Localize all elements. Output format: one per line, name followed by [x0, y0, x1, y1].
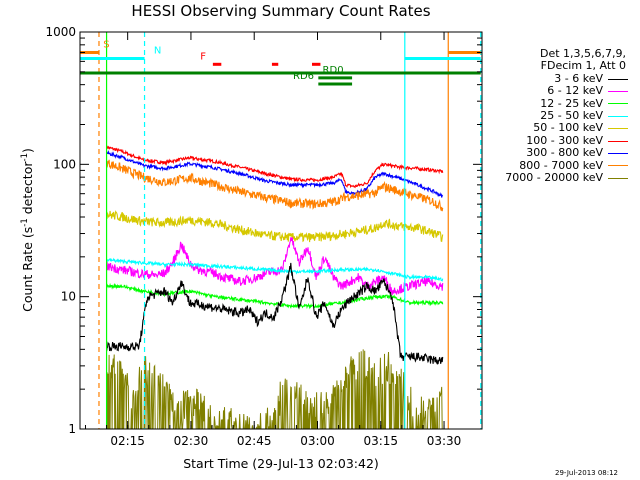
series-line-4	[106, 210, 444, 243]
x-tick-label-5: 03:15	[363, 434, 398, 448]
y-tick-label-1: 1	[68, 422, 76, 436]
legend-swatch	[608, 103, 628, 105]
x-tick-label-6: 03:30	[427, 434, 462, 448]
y-tick-label-3: 100	[53, 157, 76, 171]
legend-entry-8: 800 - 7000 keV	[478, 158, 628, 172]
chart-title: HESSI Observing Summary Count Rates	[131, 2, 431, 20]
legend-swatch	[608, 165, 628, 167]
legend-label: 300 - 800 keV	[526, 146, 603, 160]
legend-label: 800 - 7000 keV	[519, 158, 603, 172]
flag-label-6: RD6	[293, 71, 314, 82]
marker-lines	[98, 32, 482, 429]
legend-swatch	[608, 90, 628, 92]
flag-label-3: F	[200, 51, 206, 62]
legend-label: 100 - 300 keV	[526, 133, 603, 147]
x-tick-label-4: 03:00	[300, 434, 335, 448]
legend-entry-7: 300 - 800 keV	[478, 146, 628, 160]
legend-label: 3 - 6 keV	[554, 71, 603, 85]
x-tick-label-3: 02:45	[237, 434, 272, 448]
x-tick-label-2: 02:30	[174, 434, 209, 448]
legend-swatch	[608, 177, 628, 179]
y-axis-label: Count Rate (s-1 detector-1)	[20, 148, 35, 312]
series-line-5	[106, 237, 444, 296]
legend-swatch	[608, 128, 628, 130]
legend-label: 12 - 25 keV	[540, 96, 603, 110]
flag-label-5: RD0	[323, 65, 344, 76]
x-tick-label-1: 02:15	[110, 434, 145, 448]
series-line-3	[106, 159, 444, 212]
legend-swatch	[608, 78, 628, 80]
series-line-1	[106, 145, 444, 189]
legend-label: 25 - 50 keV	[540, 109, 603, 123]
flag-label-1: S	[103, 39, 109, 50]
series-layer	[106, 145, 444, 429]
legend-label: 6 - 12 keV	[547, 84, 603, 98]
series-line-8	[106, 262, 444, 365]
legend-entry-2: 6 - 12 keV	[478, 84, 628, 98]
legend-label: 50 - 100 keV	[533, 121, 603, 135]
plot-frame	[79, 31, 483, 430]
series-line-6	[106, 257, 444, 282]
flag-bars: S N F RD0 RD6	[80, 39, 481, 86]
legend-label: 7000 - 20000 keV	[505, 171, 603, 185]
legend-swatch	[608, 140, 628, 142]
flag-label-2: N	[154, 46, 161, 57]
series-line-7	[106, 282, 444, 310]
x-axis-label: Start Time (29-Jul-13 02:03:42)	[183, 456, 379, 471]
legend-entries: 3 - 6 keV 6 - 12 keV 12 - 25 keV 25 - 50 ke…	[478, 71, 628, 185]
series-line-9	[106, 349, 443, 429]
legend-header-detectors: Det 1,3,5,6,7,9,	[539, 47, 626, 60]
series-line-2	[106, 149, 444, 198]
axes: 02:15 02:30 02:45 03:00 03:15 03:30 1 10 100 1000	[45, 25, 482, 448]
legend-entry-6: 100 - 300 keV	[478, 133, 628, 147]
y-tick-label-4: 1000	[45, 25, 76, 39]
y-tick-label-2: 10	[61, 290, 76, 304]
legend-entry-4: 25 - 50 keV	[478, 109, 628, 123]
legend-swatch	[608, 152, 628, 154]
legend-entry-1: 3 - 6 keV	[478, 71, 628, 85]
legend-entry-9: 7000 - 20000 keV	[478, 171, 628, 185]
timestamp: 29-Jul-2013 08:12	[555, 469, 619, 477]
legend: Det 1,3,5,6,7,9, FDecim 1, Att 0 3 - 6 k…	[478, 47, 628, 185]
legend-entry-3: 12 - 25 keV	[478, 96, 628, 110]
legend-swatch	[608, 115, 628, 117]
legend-entry-5: 50 - 100 keV	[478, 122, 628, 134]
legend-header-decimation: FDecim 1, Att 0	[540, 59, 626, 73]
